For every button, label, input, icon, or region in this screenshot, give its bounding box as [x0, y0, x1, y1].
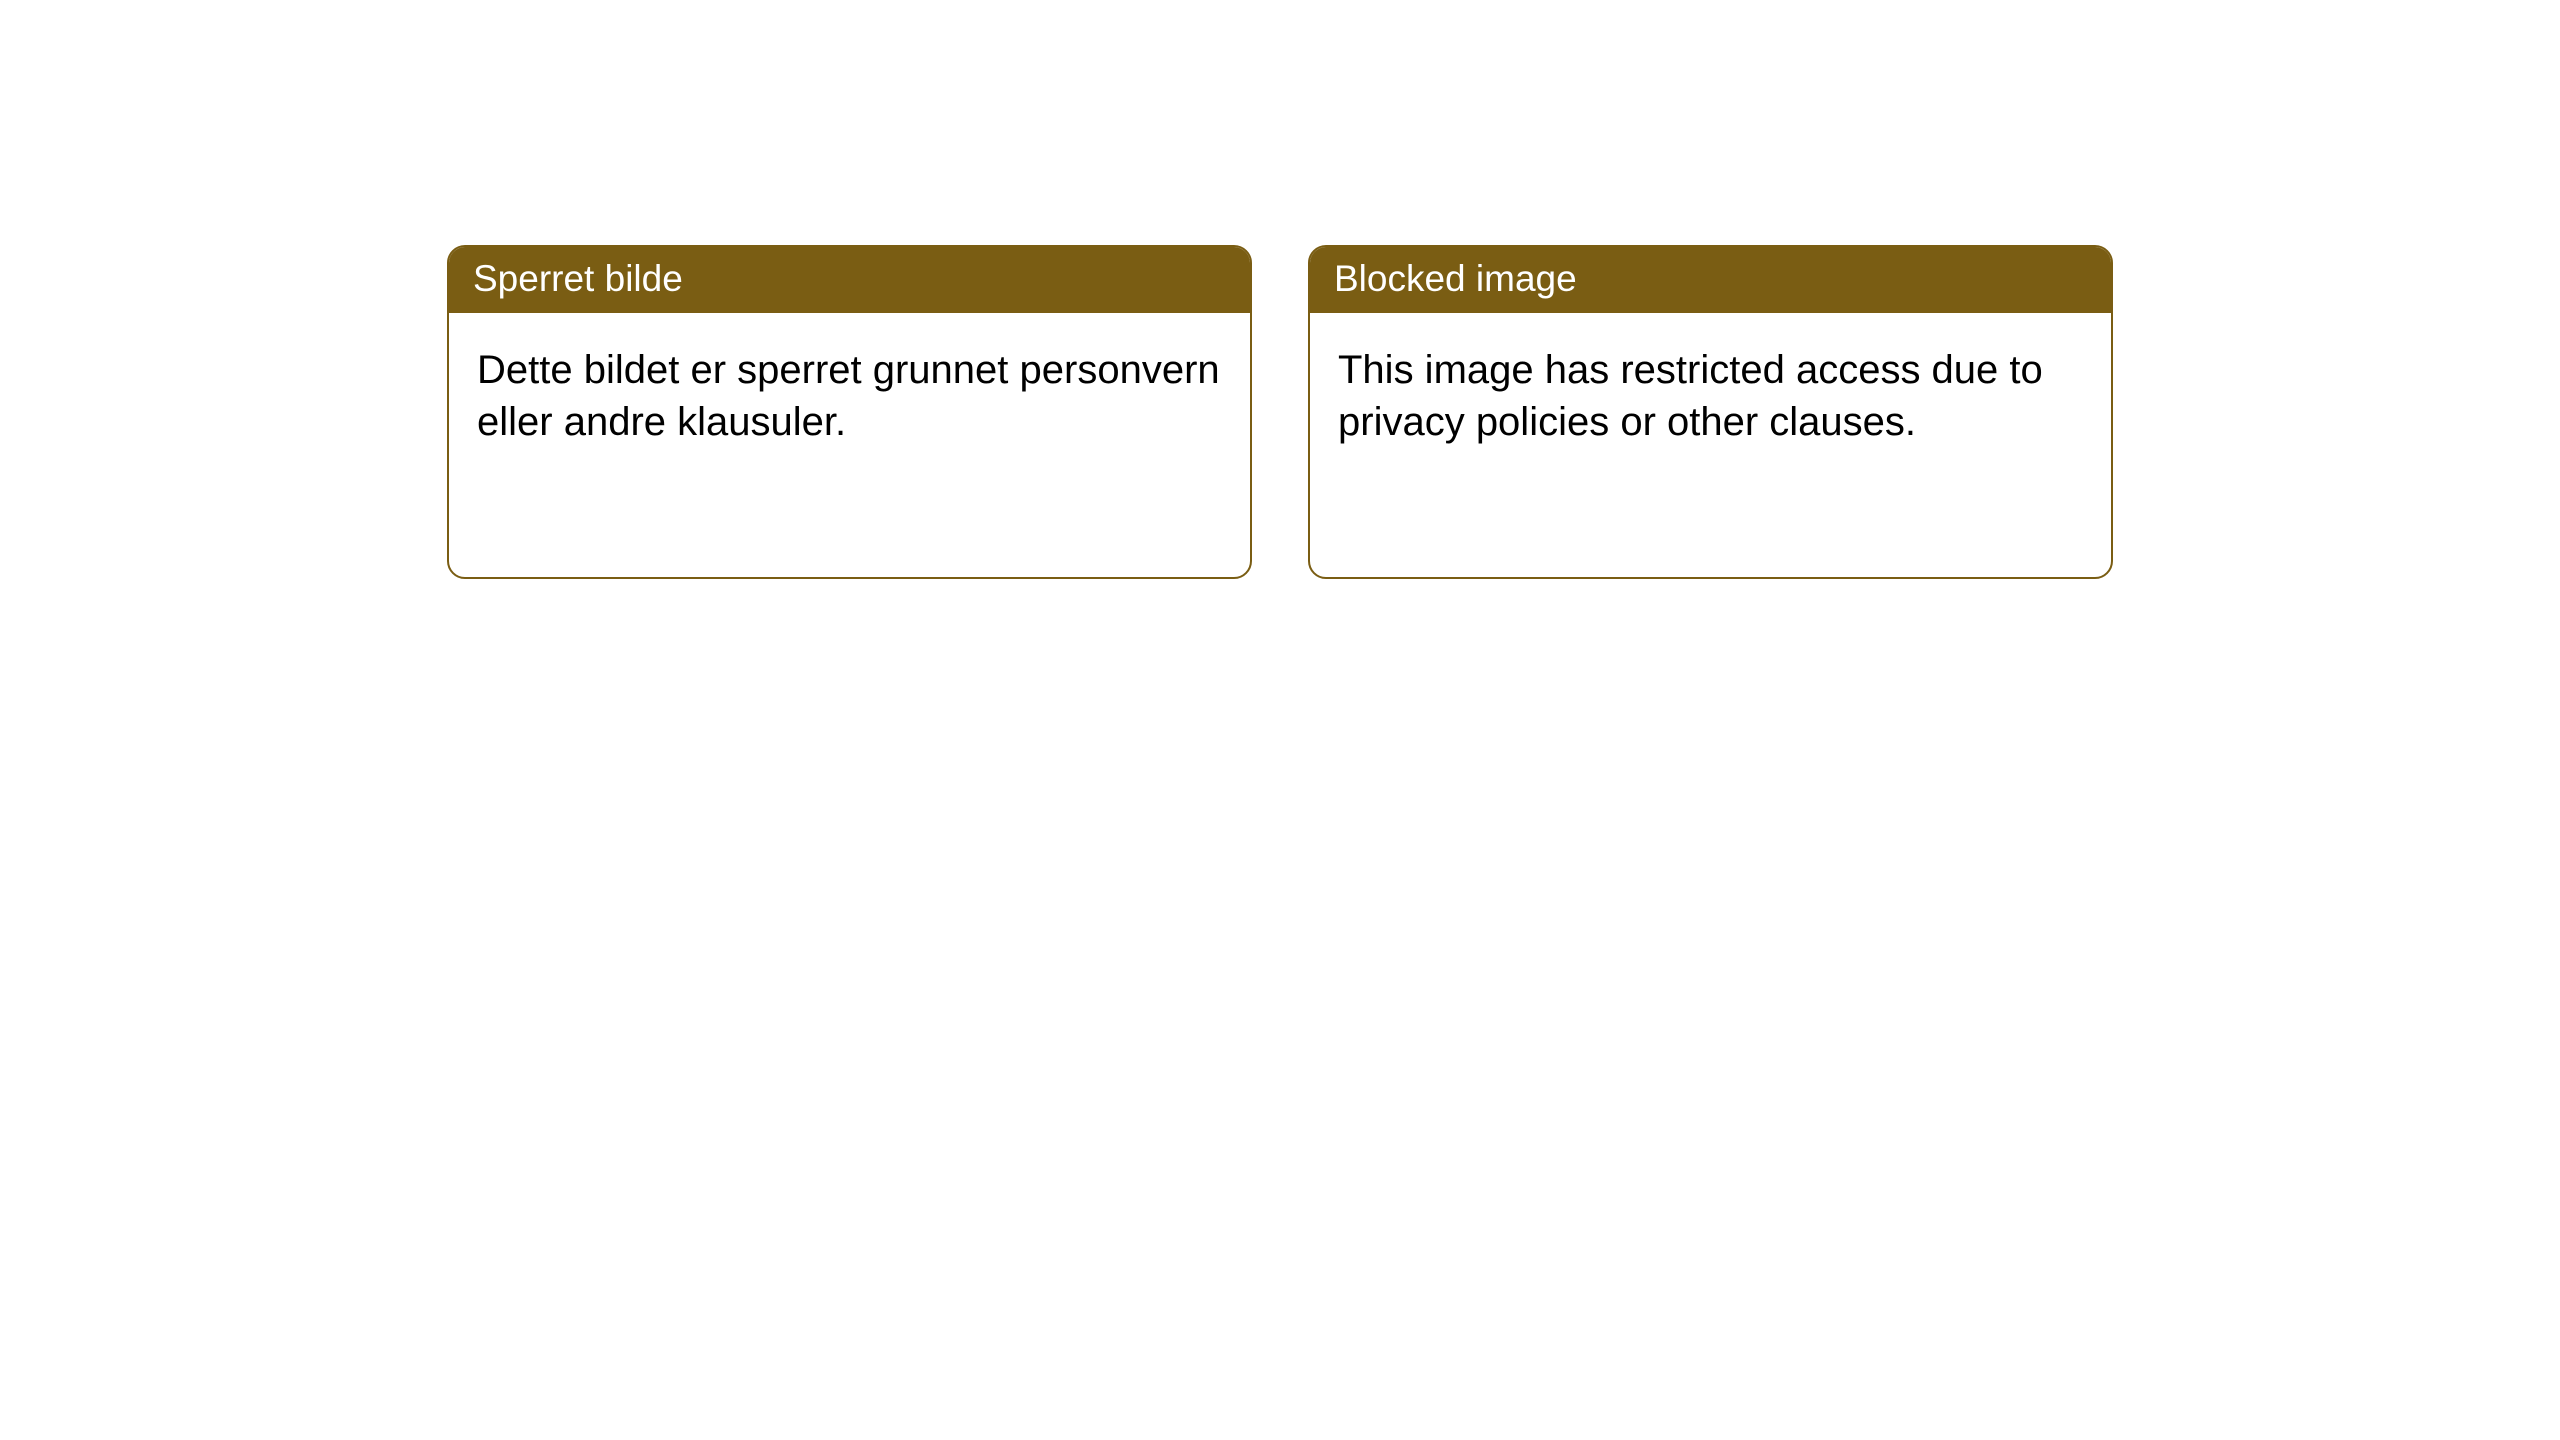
notice-body: This image has restricted access due to … [1310, 313, 2111, 479]
notice-card-norwegian: Sperret bilde Dette bildet er sperret gr… [447, 245, 1252, 579]
notice-body: Dette bildet er sperret grunnet personve… [449, 313, 1250, 479]
notice-card-english: Blocked image This image has restricted … [1308, 245, 2113, 579]
notice-cards-container: Sperret bilde Dette bildet er sperret gr… [447, 245, 2113, 1440]
notice-title: Sperret bilde [449, 247, 1250, 313]
notice-title: Blocked image [1310, 247, 2111, 313]
